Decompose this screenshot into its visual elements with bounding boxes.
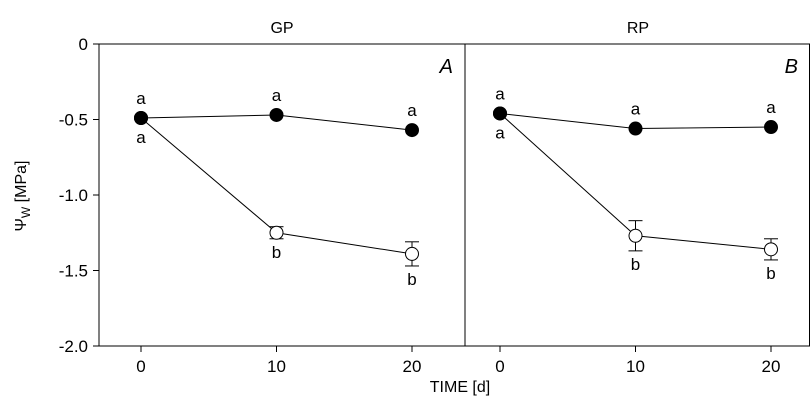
x-tick-label: 20 <box>762 357 781 376</box>
y-tick-label: -1.0 <box>59 186 88 205</box>
data-point-open <box>628 228 643 243</box>
x-tick-label: 10 <box>626 357 645 376</box>
x-axis-title: TIME [d] <box>430 379 490 396</box>
data-point-open <box>269 225 284 240</box>
panel-rp: RP B 0 10 20 a a a a b b <box>464 20 810 376</box>
significance-label: a <box>495 123 505 142</box>
significance-label: b <box>407 270 416 289</box>
significance-label: a <box>631 100 641 119</box>
x-tick-label: 20 <box>403 357 422 376</box>
data-point-filled <box>764 120 778 135</box>
data-point-open <box>764 242 778 257</box>
panel-title: GP <box>270 20 293 37</box>
significance-label: a <box>272 86 282 105</box>
significance-label: a <box>495 84 505 103</box>
significance-label: b <box>766 264 775 283</box>
y-axis-title-subscript: W <box>19 206 33 218</box>
x-tick-label: 10 <box>267 357 286 376</box>
x-tick-label: 0 <box>495 357 504 376</box>
significance-label: b <box>631 255 640 274</box>
y-axis-title: ΨW [MPa] <box>13 161 33 232</box>
significance-label: b <box>272 243 281 262</box>
y-tick-label: -1.5 <box>59 262 88 281</box>
panel-letter: B <box>785 56 798 78</box>
panel-title: RP <box>627 20 649 37</box>
data-point-open <box>405 246 419 261</box>
significance-label: a <box>407 101 417 120</box>
x-tick-label: 0 <box>136 357 145 376</box>
y-tick-label: -2.0 <box>59 337 88 356</box>
significance-label: a <box>136 89 146 108</box>
y-tick-label: -0.5 <box>59 111 88 130</box>
significance-label: a <box>766 98 776 117</box>
y-axis-title-unit: [MPa] <box>13 161 30 207</box>
y-tick-label: 0 <box>79 35 88 54</box>
y-axis-title-symbol: Ψ <box>13 218 30 231</box>
panel-gp: GP A 0 -0.5 -1.0 -1.5 -2.0 0 10 20 a a a a b b <box>59 20 465 376</box>
data-point-filled <box>269 107 284 122</box>
significance-label: a <box>136 128 146 147</box>
data-point-filled <box>493 106 507 121</box>
data-point-filled <box>628 121 643 136</box>
data-point-filled <box>405 123 419 138</box>
data-point-filled <box>134 110 148 125</box>
panel-letter: A <box>439 56 453 78</box>
